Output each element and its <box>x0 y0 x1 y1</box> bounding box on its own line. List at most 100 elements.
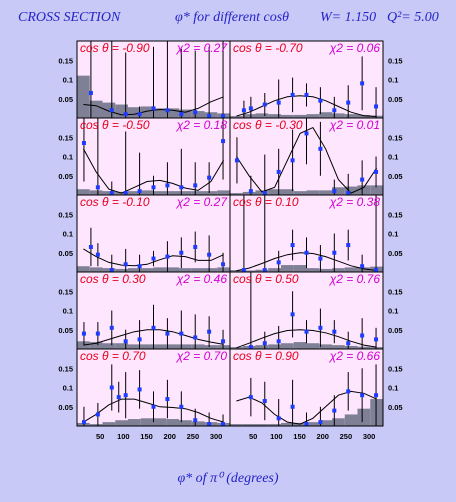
data-point <box>318 256 323 261</box>
histogram-bar <box>230 193 243 195</box>
data-point <box>290 312 295 317</box>
y-tick-label-right: 0.15 <box>388 133 403 142</box>
data-point <box>332 408 337 413</box>
histogram-bar <box>230 424 243 426</box>
y-tick-label-left: 0.1 <box>63 153 73 162</box>
data-point <box>360 264 365 269</box>
histogram-bar <box>268 424 281 426</box>
histogram-bar <box>166 108 179 118</box>
histogram-bar <box>293 265 307 272</box>
data-point <box>374 268 379 272</box>
histogram-bar <box>153 191 167 195</box>
y-tick-label-left: 0.1 <box>63 384 73 393</box>
histogram-bar <box>357 185 371 195</box>
histogram-bar <box>204 345 218 349</box>
data-point <box>332 108 337 113</box>
histogram-bar <box>344 186 358 195</box>
histogram-bar <box>179 420 192 426</box>
histogram-bar <box>344 414 358 426</box>
histogram-bar <box>89 267 103 272</box>
data-point <box>179 185 184 190</box>
data-point <box>374 169 379 174</box>
panel-1: cos θ = -0.90 χ2 = 0.27 <box>76 40 231 119</box>
x-tick-label: 50 <box>96 432 104 441</box>
panel-5: cos θ = -0.10 χ2 = 0.27 <box>76 194 231 273</box>
data-point <box>207 329 212 334</box>
data-point <box>332 329 337 334</box>
histogram-bar <box>344 345 358 349</box>
panel-2: cos θ = -0.70 χ2 = 0.06 <box>229 40 384 119</box>
data-point <box>151 325 156 330</box>
data-point <box>318 146 323 151</box>
histogram-bar <box>77 189 90 195</box>
histogram-bar <box>77 266 90 272</box>
data-point <box>276 260 281 265</box>
histogram-bar <box>255 190 269 195</box>
histogram-bar <box>268 114 281 118</box>
data-point <box>165 397 170 402</box>
data-point <box>95 252 100 257</box>
histogram-bar <box>115 343 128 349</box>
histogram-bar <box>332 418 345 426</box>
data-point <box>346 341 351 346</box>
data-point <box>88 90 93 95</box>
figure-subtitle: φ* for different cosθ <box>175 10 290 25</box>
y-tick-label-right: 0.1 <box>388 307 398 316</box>
y-tick-label-right: 0.1 <box>388 76 398 85</box>
histogram-bar <box>344 114 358 118</box>
data-point <box>95 185 100 190</box>
cos-label: cos θ = -0.90 <box>80 41 150 55</box>
histogram-bar <box>230 270 243 272</box>
data-point <box>248 395 253 400</box>
histogram-bar <box>128 268 141 272</box>
x-tick-label: 50 <box>249 432 257 441</box>
histogram-bar <box>77 341 90 349</box>
histogram-bar <box>102 191 116 195</box>
histogram-bar <box>255 269 269 272</box>
x-tick-label: 250 <box>340 432 353 441</box>
data-point <box>318 420 323 425</box>
cos-label: cos θ = -0.10 <box>80 195 150 209</box>
data-point <box>179 404 184 409</box>
data-point <box>304 92 309 97</box>
histogram-bar <box>166 344 179 349</box>
data-point <box>88 244 93 249</box>
data-point <box>221 262 226 267</box>
histogram-bar <box>102 422 116 426</box>
chi-label: χ2 = 0.76 <box>329 272 381 286</box>
figure-title: CROSS SECTION <box>18 10 121 25</box>
histogram-bar <box>242 114 256 118</box>
w-value: W= 1.150 <box>320 10 377 25</box>
histogram-bar <box>332 345 345 349</box>
data-point <box>276 339 281 344</box>
histogram-bar <box>102 268 116 272</box>
data-point <box>151 256 156 261</box>
histogram-bar <box>344 267 358 272</box>
y-tick-label-right: 0.1 <box>388 153 398 162</box>
data-point <box>346 100 351 105</box>
histogram-bar <box>191 421 205 426</box>
chi-label: χ2 = 0.38 <box>329 195 381 209</box>
cos-label: cos θ = 0.50 <box>233 272 299 286</box>
histogram-bar <box>128 344 141 349</box>
histogram-bar <box>370 115 383 118</box>
histogram-bar <box>357 267 371 272</box>
histogram-bar <box>306 422 320 426</box>
x-tick-label: 300 <box>210 432 223 441</box>
data-point <box>151 106 156 111</box>
data-point <box>81 141 86 146</box>
histogram-bar <box>217 267 230 272</box>
histogram-bar <box>319 190 332 195</box>
histogram-bar <box>166 419 179 426</box>
data-point <box>123 393 128 398</box>
histogram-bar <box>306 343 320 349</box>
cos-label: cos θ = 0.70 <box>80 349 146 363</box>
data-point <box>81 420 86 425</box>
histogram-bar <box>230 347 243 349</box>
histogram-bar <box>319 420 332 426</box>
data-point <box>262 268 267 272</box>
x-axis-label: φ* of π⁰ (degrees) <box>177 471 279 486</box>
panel-frame <box>229 348 384 427</box>
data-point <box>374 393 379 398</box>
